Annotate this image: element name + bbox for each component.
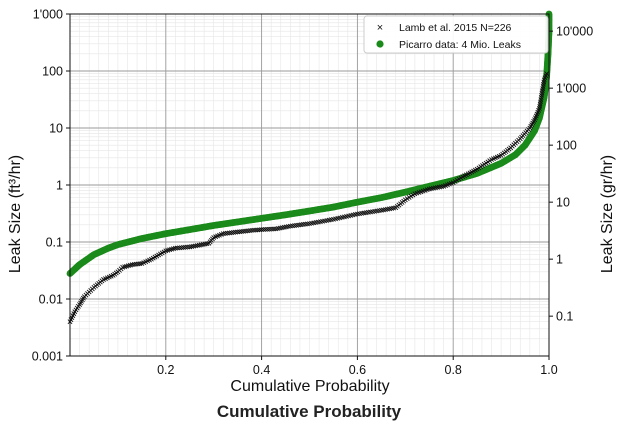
y-tick-label-right: 1'000 [556, 82, 586, 96]
lamb-point [135, 261, 141, 267]
lamb-point [251, 227, 257, 233]
series-lamb [67, 71, 550, 325]
legend-box [363, 15, 549, 54]
legend-label-lamb: Lamb et al. 2015 N=226 [399, 22, 512, 34]
data-series [66, 10, 553, 325]
x-tick-label: 0.4 [253, 363, 270, 377]
legend: × Lamb et al. 2015 N=226 Picarro data: 4… [363, 15, 549, 54]
y-tick-label-left: 0.1 [46, 236, 63, 250]
lamb-point [544, 71, 550, 77]
x-tick-label: 0.8 [445, 363, 462, 377]
y-tick-label-left: 0.01 [39, 293, 63, 307]
x-tick-label: 0.6 [349, 363, 366, 377]
y-tick-label-left: 1 [56, 179, 63, 193]
tick-labels: 0.2 0.4 0.6 0.8 1.0 0.001 0.01 0.1 1 10 100 1'000 0.… [32, 8, 593, 378]
lamb-point [129, 262, 135, 268]
x-axis-label: Cumulative Probability [230, 378, 389, 395]
y-tick-label-left: 0.001 [32, 350, 63, 364]
lamb-point [255, 227, 261, 233]
y-tick-label-left: 10 [49, 122, 63, 136]
legend-marker-picarro [376, 40, 384, 48]
y-tick-label-right: 10 [556, 196, 570, 210]
x-tick-label: 1.0 [540, 363, 557, 377]
y-tick-label-right: 10'000 [556, 25, 593, 39]
lamb-point [271, 226, 277, 232]
y-axis-label-right: Leak Size (gr/hr) [599, 155, 616, 273]
figure-caption: Cumulative Probability [216, 402, 402, 421]
lamb-point [265, 226, 271, 232]
y-tick-label-right: 0.1 [556, 310, 573, 324]
lamb-point [133, 261, 139, 267]
lamb-point [267, 226, 273, 232]
x-tick-label: 0.2 [157, 363, 174, 377]
legend-marker-lamb: × [377, 22, 383, 34]
y-tick-label-left: 1'000 [33, 8, 63, 22]
y-tick-label-right: 100 [556, 139, 577, 153]
legend-label-picarro: Picarro data: 4 Mio. Leaks [399, 39, 521, 51]
series-picarro [66, 10, 553, 277]
lamb-point [253, 227, 259, 233]
lamb-point [257, 227, 263, 233]
y-tick-label-left: 100 [42, 65, 63, 79]
lamb-point [263, 226, 269, 232]
y-axis-label-left: Leak Size (ft³/hr) [7, 155, 24, 273]
lamb-point [249, 227, 255, 233]
y-tick-label-right: 1 [556, 253, 563, 267]
lamb-point [259, 227, 265, 233]
lamb-point [131, 262, 137, 267]
